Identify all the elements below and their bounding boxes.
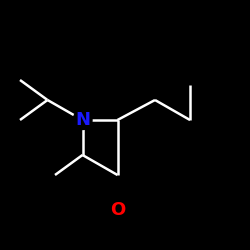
Text: O: O [110,201,125,219]
Text: N: N [75,111,90,129]
Circle shape [108,200,127,220]
Circle shape [73,110,92,130]
